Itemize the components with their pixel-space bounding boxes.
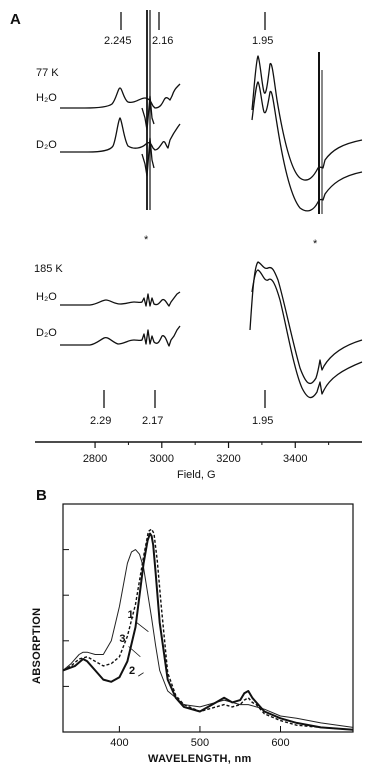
temperature-label-185k: 185 K (34, 263, 63, 275)
series-label-h2o-185k: H₂O (36, 291, 57, 303)
plot-frame (62, 503, 354, 733)
field-axis: 2800 3000 3200 3400 (35, 441, 362, 465)
epr-77k-h2o-right (251, 55, 363, 181)
g-marker-label: 1.95 (252, 415, 273, 427)
series-leader-2 (138, 672, 144, 677)
epr-77k-center-feature (141, 137, 155, 177)
panel-a-label: A (10, 11, 21, 28)
series-label-h2o-77k: H₂O (36, 92, 57, 104)
g-marker-label: 2.245 (104, 35, 132, 47)
wavelength-tick-label: 500 (191, 737, 209, 749)
series-label-d2o-77k: D₂O (36, 139, 57, 151)
absorption-plot: 1 2 3 (62, 528, 354, 731)
panel-b: B 1 2 3 400 500 600 WAVELENGTH, nm ABSORPTIO… (31, 487, 354, 765)
epr-185k-d2o-left (60, 325, 181, 347)
field-tick-label: 3200 (216, 453, 240, 465)
series-leader-3 (128, 646, 141, 658)
asterisk-marker: * (144, 234, 149, 246)
epr-77k-d2o-left (60, 117, 181, 153)
epr-77k-h2o-left (60, 83, 181, 109)
epr-185k-h2o-left (60, 291, 181, 307)
wavelength-axis-title: WAVELENGTH, nm (148, 753, 252, 765)
series-label-1: 1 (127, 609, 133, 621)
asterisk-marker: * (313, 238, 318, 250)
absorption-axis-title: ABSORPTION (31, 608, 43, 684)
g-marker-label: 2.17 (142, 415, 163, 427)
epr-77k-d2o-right (251, 81, 363, 212)
field-tick-label: 3400 (283, 453, 307, 465)
wavelength-tick-label: 400 (110, 737, 128, 749)
wavelength-tick-label: 600 (271, 737, 289, 749)
series-label-3: 3 (119, 633, 125, 645)
g-marker-label: 1.95 (252, 35, 273, 47)
temperature-label-77k: 77 K (36, 67, 59, 79)
g-marker-label: 2.29 (90, 415, 111, 427)
epr-185k-d2o-right (251, 269, 363, 399)
absorption-series-1 (62, 549, 354, 728)
series-label-d2o-185k: D₂O (36, 327, 57, 339)
g-markers-185k: 2.29 2.17 1.95 (90, 390, 273, 427)
epr-185k-h2o-right (249, 261, 363, 385)
panel-b-label: B (36, 487, 47, 504)
epr-77k-center-feature (141, 95, 155, 131)
absorption-series-3 (62, 528, 354, 731)
series-leader-1 (136, 622, 149, 632)
series-label-2: 2 (129, 665, 135, 677)
g-markers-77k: 2.245 2.16 1.95 (104, 12, 273, 47)
field-tick-label: 3000 (150, 453, 174, 465)
absorption-series-2 (62, 532, 354, 731)
field-axis-title: Field, G (177, 469, 216, 481)
panel-a: A 2.245 2.16 1.95 77 K H₂O D₂O * * 185 K (10, 10, 363, 481)
field-tick-label: 2800 (83, 453, 107, 465)
wavelength-axis: 400 500 600 (63, 549, 290, 749)
g-marker-label: 2.16 (152, 35, 173, 47)
